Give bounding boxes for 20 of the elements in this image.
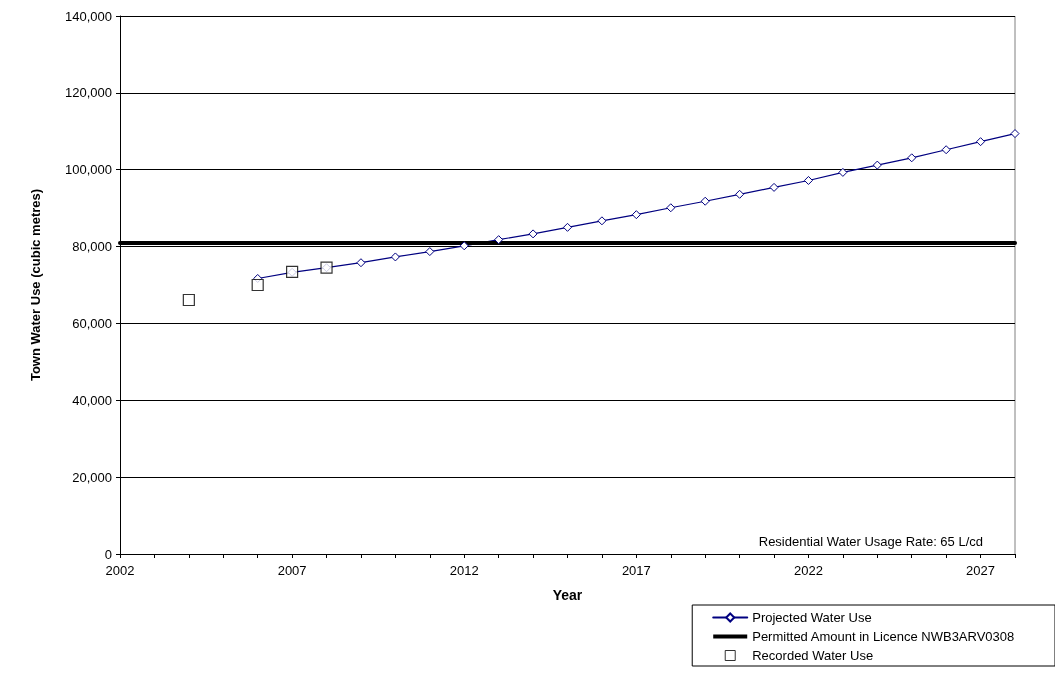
y-axis-title: Town Water Use (cubic metres) xyxy=(28,188,43,382)
x-tick-label: 2012 xyxy=(449,563,479,578)
y-tick-label: 0 xyxy=(104,546,112,562)
annotation: Residential Water Usage Rate: 65 L/cd xyxy=(758,534,984,549)
y-tick-label: 100,000 xyxy=(65,162,112,178)
legend-label: Permitted Amount in Licence NWB3ARV0308 xyxy=(752,629,1015,644)
x-tick-label: 2007 xyxy=(277,563,307,578)
y-tick-label: 80,000 xyxy=(72,239,112,255)
y-tick-label: 140,000 xyxy=(65,8,112,24)
legend-label: Recorded Water Use xyxy=(752,648,874,663)
legend-label: Projected Water Use xyxy=(752,610,872,625)
y-tick-label: 40,000 xyxy=(72,392,112,408)
y-tick-label: 120,000 xyxy=(65,85,112,101)
x-tick-label: 2027 xyxy=(966,563,996,578)
y-tick-label: 60,000 xyxy=(72,315,112,331)
x-tick-label: 2022 xyxy=(794,563,823,578)
x-axis-title: Year xyxy=(552,587,583,603)
x-tick-label: 2017 xyxy=(621,563,651,578)
x-tick-label: 2002 xyxy=(105,563,135,578)
y-tick-label: 20,000 xyxy=(72,469,112,485)
